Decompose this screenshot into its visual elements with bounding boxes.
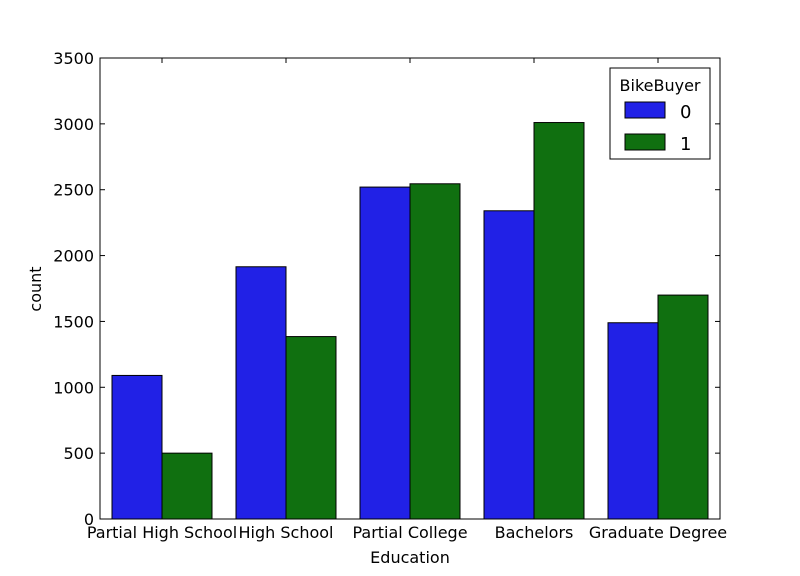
legend-label-series-0: 0 bbox=[680, 102, 691, 123]
bar-series-1-cat-2 bbox=[409, 183, 461, 520]
y-tick-label: 1000 bbox=[53, 378, 94, 397]
legend-swatch-series-1 bbox=[624, 133, 666, 151]
legend: BikeBuyer 0 1 bbox=[609, 67, 711, 160]
y-tick-label: 0 bbox=[84, 510, 94, 529]
x-tick-label: Partial High School bbox=[87, 523, 237, 542]
y-tick-label: 2000 bbox=[53, 247, 94, 266]
y-tick-label: 1500 bbox=[53, 312, 94, 331]
y-tick-label: 2500 bbox=[53, 181, 94, 200]
bar-series-0-cat-4 bbox=[607, 322, 659, 520]
bar-series-1-cat-0 bbox=[161, 452, 213, 520]
x-tick-label: Partial College bbox=[352, 523, 467, 542]
legend-label-series-1: 1 bbox=[680, 134, 691, 155]
bar-series-1-cat-3 bbox=[533, 122, 585, 520]
y-tick-label: 3000 bbox=[53, 115, 94, 134]
y-axis-title: count bbox=[26, 266, 45, 311]
bar-series-0-cat-3 bbox=[483, 210, 535, 520]
x-axis-title: Education bbox=[370, 548, 450, 567]
bar-series-1-cat-4 bbox=[657, 294, 709, 520]
y-tick-label: 3500 bbox=[53, 49, 94, 68]
bars-group bbox=[111, 122, 709, 520]
bar-series-0-cat-0 bbox=[111, 374, 163, 520]
legend-swatch-series-0 bbox=[624, 101, 666, 119]
legend-title: BikeBuyer bbox=[620, 76, 701, 95]
x-tick-label: Graduate Degree bbox=[589, 523, 727, 542]
y-tick-label: 500 bbox=[63, 444, 94, 463]
x-tick-label: Bachelors bbox=[495, 523, 574, 542]
bar-series-0-cat-1 bbox=[235, 266, 287, 520]
x-tick-label: High School bbox=[239, 523, 334, 542]
bar-series-0-cat-2 bbox=[359, 186, 411, 520]
ticks-group: Partial High School High School Partial Co… bbox=[53, 49, 727, 542]
bar-series-1-cat-1 bbox=[285, 336, 337, 520]
